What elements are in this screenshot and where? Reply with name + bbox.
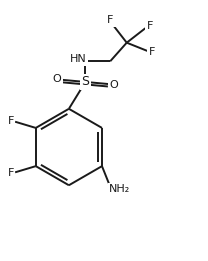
Text: F: F — [147, 21, 153, 31]
Text: HN: HN — [70, 54, 87, 64]
Text: O: O — [52, 74, 61, 84]
Text: F: F — [149, 47, 155, 57]
Text: F: F — [7, 116, 14, 126]
Text: O: O — [110, 80, 118, 90]
Text: F: F — [7, 168, 14, 178]
Text: NH₂: NH₂ — [109, 184, 130, 194]
Text: F: F — [106, 15, 113, 25]
Text: S: S — [81, 75, 89, 88]
